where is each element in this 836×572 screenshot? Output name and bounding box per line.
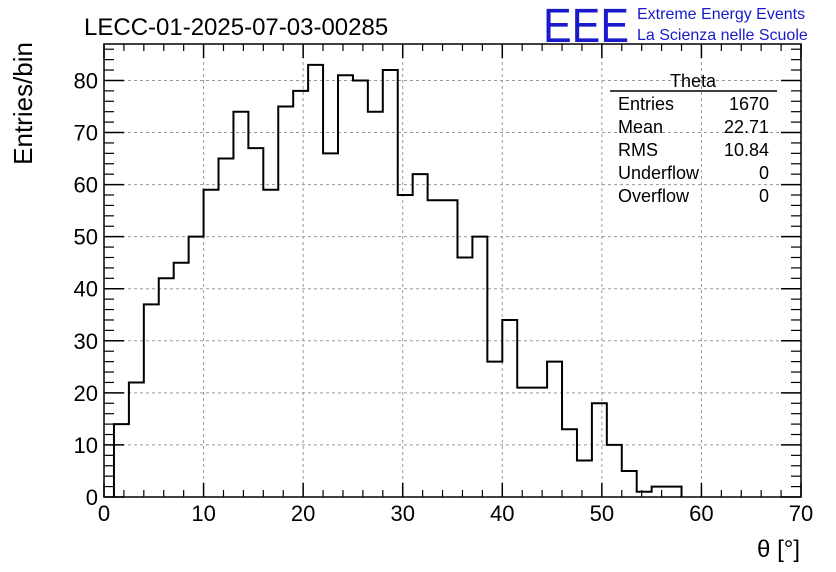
x-tick-label: 30 (390, 501, 414, 526)
histogram-bin (233, 112, 248, 497)
y-tick-label: 40 (74, 277, 98, 302)
histogram-bin (547, 362, 562, 497)
histogram-bin (398, 195, 413, 497)
stats-box: Theta Entries 1670 Mean 22.71 RMS 10.84 Underf… (610, 71, 777, 206)
y-tick-label: 60 (74, 173, 98, 198)
histogram-bin (428, 200, 443, 497)
histogram-bin (159, 278, 174, 497)
stats-label: Entries (618, 94, 674, 114)
histogram-bin (562, 429, 577, 497)
stats-value: 22.71 (724, 117, 769, 137)
y-tick-label: 30 (74, 329, 98, 354)
histogram-bin (592, 403, 607, 497)
stats-label: Overflow (618, 186, 690, 206)
histogram-bin (413, 174, 428, 497)
y-axis-label: Entries/bin (8, 42, 38, 165)
histogram-bin (189, 237, 204, 497)
histogram-bin (457, 257, 472, 497)
x-tick-label: 0 (98, 501, 110, 526)
histogram-bin (174, 263, 189, 497)
x-axis-label: θ [°] (757, 536, 800, 563)
x-tick-label: 70 (789, 501, 813, 526)
histogram-bin (323, 153, 338, 497)
stats-value: 0 (759, 163, 769, 183)
histogram-outline (112, 63, 683, 497)
plot-frame (103, 43, 802, 498)
x-tick-label: 40 (490, 501, 514, 526)
stats-value: 0 (759, 186, 769, 206)
histogram-bin (114, 424, 129, 497)
histogram-bin (204, 190, 219, 497)
y-tick-label: 10 (74, 433, 98, 458)
y-tick-label: 0 (86, 485, 98, 510)
histogram-bin (667, 487, 682, 497)
histogram-bin (443, 200, 458, 497)
x-tick-label: 20 (291, 501, 315, 526)
y-tick-label: 50 (74, 225, 98, 250)
stats-title: Theta (670, 71, 717, 91)
histogram-bin (502, 320, 517, 497)
histogram-bin (472, 237, 487, 497)
histogram-bin (652, 487, 667, 497)
x-tick-label: 50 (590, 501, 614, 526)
histogram-bin (383, 70, 398, 497)
y-tick-label: 80 (74, 68, 98, 93)
x-tick-label: 10 (191, 501, 215, 526)
histogram-bin (129, 382, 144, 497)
histogram-bin (338, 75, 353, 497)
x-tick-label: 60 (689, 501, 713, 526)
tick-layer (103, 44, 802, 498)
y-tick-label: 20 (74, 381, 98, 406)
histogram-bin (263, 190, 278, 497)
x-tick-labels: 0 10 20 30 40 50 60 70 (98, 501, 813, 526)
y-tick-label: 70 (74, 121, 98, 146)
y-tick-labels: 0 10 20 30 40 50 60 70 80 (74, 68, 98, 510)
histogram-bin (219, 159, 234, 497)
histogram-bin (622, 471, 637, 497)
histogram-bin (607, 445, 622, 497)
histogram-bin (368, 112, 383, 497)
histogram-bin (144, 304, 159, 497)
chart-title: LECC-01-2025-07-03-00285 (84, 14, 388, 41)
stats-value: 10.84 (724, 140, 769, 160)
eee-logo-mark: EEE (543, 0, 629, 53)
stats-label: RMS (618, 140, 658, 160)
histogram-bin (517, 388, 532, 497)
histogram-bin (308, 65, 323, 497)
stats-label: Underflow (618, 163, 700, 183)
grid-layer (104, 44, 801, 497)
stats-label: Mean (618, 117, 663, 137)
histogram-bin (293, 91, 308, 497)
histogram-bin (278, 106, 293, 497)
stats-rows: Entries 1670 Mean 22.71 RMS 10.84 Underflow 0 Ov… (618, 94, 769, 206)
histogram-bin (577, 461, 592, 497)
histogram-bin (487, 362, 502, 497)
histogram-bin (532, 388, 547, 497)
eee-logo: EEE Extreme Energy Events La Scienza nel… (543, 0, 808, 53)
histogram-bin (353, 80, 368, 497)
stats-value: 1670 (729, 94, 769, 114)
logo-line-1: Extreme Energy Events (637, 6, 805, 23)
logo-line-2: La Scienza nelle Scuole (637, 27, 808, 44)
